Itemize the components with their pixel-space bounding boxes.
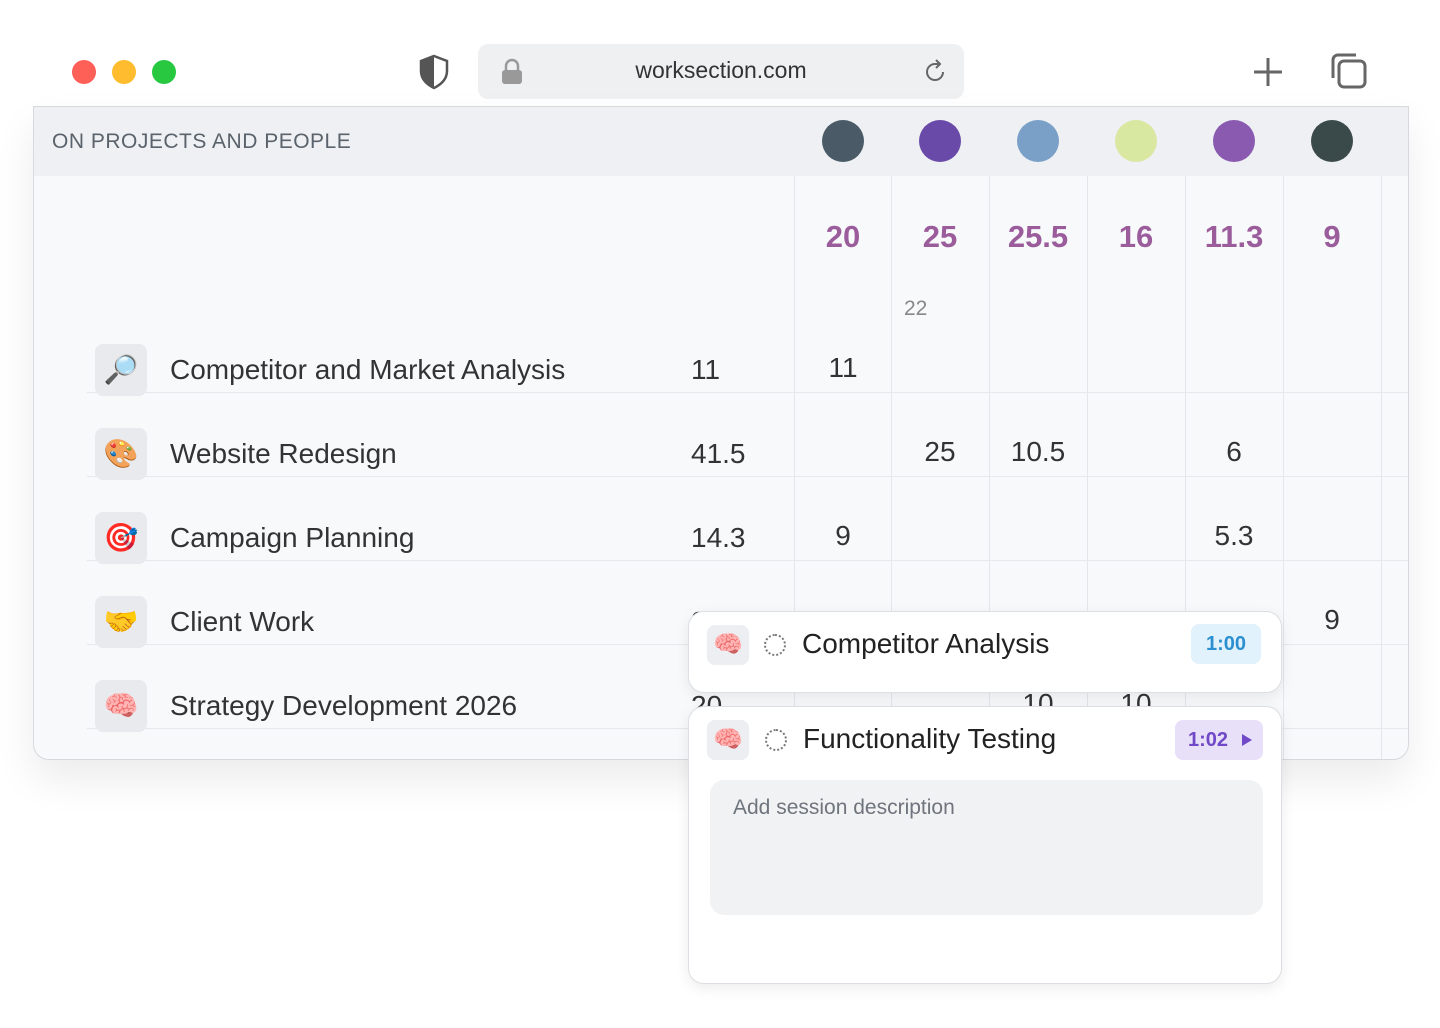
avatar[interactable] (822, 120, 864, 162)
avatar[interactable] (1115, 120, 1157, 162)
column-total: 25 (922, 219, 958, 254)
column-divider (794, 176, 795, 759)
project-total: 41.5 (691, 438, 746, 469)
column-total: 20 (825, 219, 861, 254)
session-time: 1:02 (1188, 729, 1229, 751)
column-divider (1381, 176, 1382, 759)
close-button[interactable] (72, 60, 96, 84)
session-card-open[interactable]: 🧠 Functionality Testing 1:02 Add session… (688, 706, 1282, 984)
avatar[interactable] (919, 120, 961, 162)
placeholder: Add session description (733, 796, 955, 819)
description-input[interactable]: Add session description (710, 780, 1263, 915)
session-title: Functionality Testing (803, 723, 1057, 754)
hours-cell: 6 (1226, 436, 1242, 467)
project-name: Competitor and Market Analysis (170, 354, 566, 385)
session-icon: 🧠 (707, 720, 749, 760)
column-total: 9 (1323, 219, 1341, 254)
project-icon: 🔎 (95, 344, 147, 396)
column-divider (891, 176, 892, 759)
row-divider (87, 392, 1408, 393)
hours-cell: 9 (835, 520, 851, 551)
status-icon[interactable] (765, 729, 787, 751)
status-icon[interactable] (764, 634, 786, 656)
project-name: Strategy Development 2026 (170, 690, 518, 721)
project-icon: 🎨 (95, 428, 147, 480)
session-icon: 🧠 (707, 625, 749, 665)
column-subtotal: 22 (904, 297, 928, 320)
column-divider (989, 176, 990, 759)
avatar[interactable] (1311, 120, 1353, 162)
shield-icon[interactable] (418, 54, 450, 90)
hours-cell: 25 (924, 436, 956, 467)
play-icon (1242, 734, 1252, 746)
lock-icon (502, 58, 522, 84)
project-icon: 🎯 (95, 512, 147, 564)
project-icon: 🤝 (95, 596, 147, 648)
session-card[interactable]: 🧠 Competitor Analysis 1:00 (688, 611, 1282, 693)
column-total: 16 (1118, 219, 1154, 254)
header-title: ON PROJECTS AND PEOPLE (52, 130, 352, 153)
session-title: Competitor Analysis (802, 628, 1050, 659)
hours-cell: 10.5 (1010, 436, 1066, 467)
project-name: Website Redesign (170, 438, 397, 469)
session-time[interactable]: 1:00 (1191, 624, 1261, 664)
project-total: 14.3 (691, 522, 746, 553)
row-divider (87, 560, 1408, 561)
tabs-icon[interactable] (1330, 52, 1368, 90)
address-bar[interactable]: worksection.com (478, 44, 964, 99)
column-divider (1185, 176, 1186, 759)
hours-cell: 5.3 (1214, 520, 1254, 551)
hours-cell: 11 (828, 352, 858, 383)
maximize-button[interactable] (152, 60, 176, 84)
column-total: 11.3 (1204, 219, 1264, 254)
column-divider (1087, 176, 1088, 759)
row-divider (87, 476, 1408, 477)
project-total: 11 (691, 354, 721, 385)
project-name: Campaign Planning (170, 522, 415, 553)
project-name: Client Work (170, 606, 315, 637)
project-icon: 🧠 (95, 680, 147, 732)
column-total: 25.5 (1007, 219, 1069, 254)
url: worksection.com (635, 57, 807, 83)
new-tab-icon[interactable] (1252, 56, 1284, 88)
column-divider (1283, 176, 1284, 759)
hours-cell: 9 (1324, 604, 1340, 635)
avatar[interactable] (1213, 120, 1255, 162)
session-timer[interactable]: 1:02 (1175, 720, 1263, 760)
avatar[interactable] (1017, 120, 1059, 162)
reload-icon[interactable] (922, 59, 948, 85)
minimize-button[interactable] (112, 60, 136, 84)
header: ON PROJECTS AND PEOPLE (34, 107, 1408, 176)
